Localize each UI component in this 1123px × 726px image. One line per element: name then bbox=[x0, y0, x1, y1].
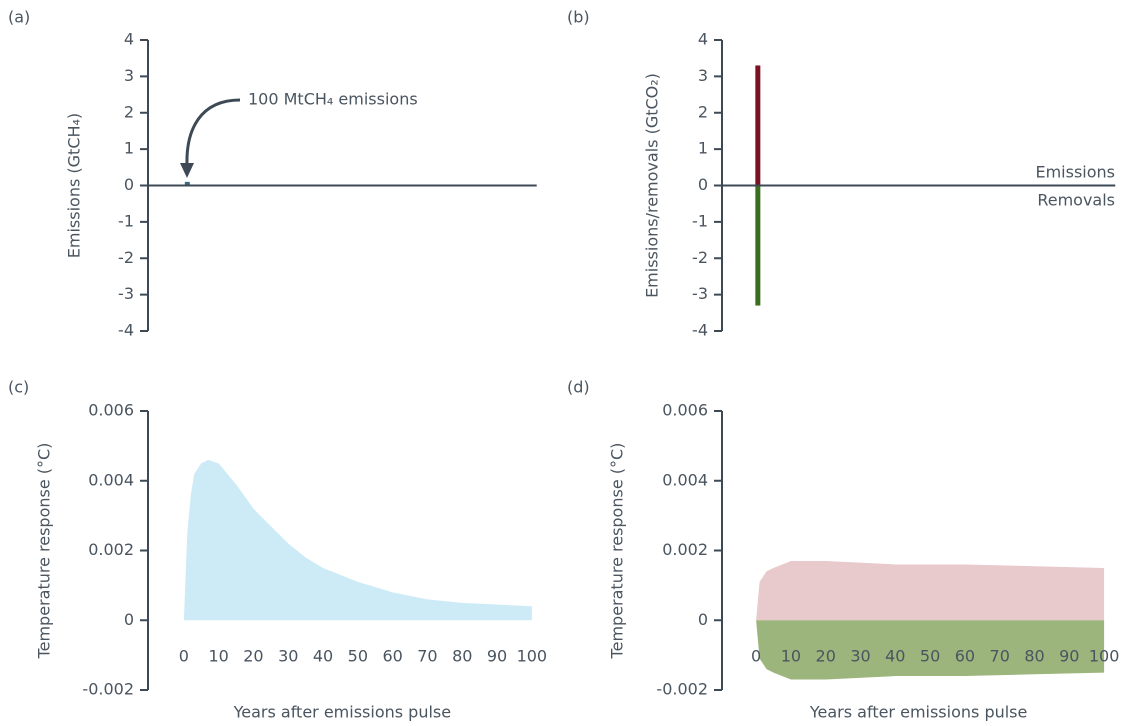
y-axis-label: Emissions (GtCH₄) bbox=[65, 113, 84, 258]
x-tick-label: 50 bbox=[920, 647, 940, 666]
x-tick-label: 80 bbox=[1024, 647, 1044, 666]
x-tick-label: 100 bbox=[517, 647, 548, 666]
area bbox=[756, 560, 1105, 621]
area bbox=[756, 620, 1105, 680]
x-tick-label: 90 bbox=[1059, 647, 1079, 666]
y-tick-label: -0.002 bbox=[82, 680, 134, 699]
x-tick-label: 30 bbox=[278, 647, 298, 666]
panel-label: (a) bbox=[8, 8, 30, 27]
annotation-arrow bbox=[185, 98, 241, 166]
x-tick-label: 50 bbox=[348, 647, 368, 666]
y-tick-label: -3 bbox=[118, 284, 134, 303]
x-axis-label: Years after emissions pulse bbox=[809, 703, 1028, 722]
x-tick-label: 70 bbox=[417, 647, 437, 666]
y-tick-label: 0.002 bbox=[662, 540, 708, 559]
y-tick-label: 4 bbox=[124, 30, 134, 49]
y-axis-label: Temperature response (°C) bbox=[608, 443, 627, 660]
x-tick-label: 40 bbox=[885, 647, 905, 666]
annotation: 100 MtCH₄ emissions bbox=[248, 90, 418, 109]
y-axis-label: Emissions/removals (GtCO₂) bbox=[643, 73, 662, 298]
x-tick-label: 80 bbox=[452, 647, 472, 666]
annotation: Removals bbox=[1037, 191, 1115, 210]
annotation: Emissions bbox=[1035, 163, 1115, 182]
y-tick-label: -4 bbox=[118, 321, 134, 340]
y-tick-label: 3 bbox=[698, 66, 708, 85]
y-tick-label: 0 bbox=[124, 610, 134, 629]
x-tick-label: 10 bbox=[208, 647, 228, 666]
y-tick-label: -1 bbox=[692, 211, 708, 230]
y-tick-label: -3 bbox=[692, 284, 708, 303]
x-tick-label: 20 bbox=[816, 647, 836, 666]
y-tick-label: -4 bbox=[692, 321, 708, 340]
x-tick-label: 100 bbox=[1089, 647, 1120, 666]
y-tick-label: 2 bbox=[698, 102, 708, 121]
x-tick-label: 60 bbox=[382, 647, 402, 666]
y-axis-label: Temperature response (°C) bbox=[35, 443, 54, 660]
panel-label: (c) bbox=[8, 378, 29, 397]
y-tick-label: 0.004 bbox=[662, 470, 708, 489]
x-tick-label: 0 bbox=[751, 647, 761, 666]
y-tick-label: -2 bbox=[692, 248, 708, 267]
x-tick-label: 90 bbox=[487, 647, 507, 666]
y-tick-label: -2 bbox=[118, 248, 134, 267]
y-tick-label: 0.006 bbox=[88, 401, 134, 420]
y-tick-label: 1 bbox=[124, 139, 134, 158]
x-tick-label: 70 bbox=[990, 647, 1010, 666]
bar bbox=[755, 185, 761, 306]
x-axis-label: Years after emissions pulse bbox=[233, 703, 452, 722]
y-tick-label: 0 bbox=[698, 175, 708, 194]
y-tick-label: 0 bbox=[698, 610, 708, 629]
panel-label: (d) bbox=[567, 378, 590, 397]
y-tick-label: -0.002 bbox=[656, 680, 708, 699]
y-tick-label: 4 bbox=[698, 30, 708, 49]
y-tick-label: 0.006 bbox=[662, 401, 708, 420]
bar bbox=[184, 181, 190, 186]
arrow-head bbox=[180, 163, 194, 178]
panel-label: (b) bbox=[567, 8, 590, 27]
x-tick-label: 60 bbox=[955, 647, 975, 666]
x-tick-label: 10 bbox=[781, 647, 801, 666]
y-tick-label: 0.004 bbox=[88, 470, 134, 489]
y-tick-label: 2 bbox=[124, 102, 134, 121]
y-tick-label: 1 bbox=[698, 139, 708, 158]
x-tick-label: 40 bbox=[313, 647, 333, 666]
y-tick-label: 3 bbox=[124, 66, 134, 85]
y-tick-label: 0.002 bbox=[88, 540, 134, 559]
x-tick-label: 30 bbox=[850, 647, 870, 666]
area bbox=[183, 459, 532, 621]
y-tick-label: -1 bbox=[118, 211, 134, 230]
bar bbox=[755, 65, 761, 186]
x-tick-label: 0 bbox=[179, 647, 189, 666]
y-tick-label: 0 bbox=[124, 175, 134, 194]
x-tick-label: 20 bbox=[243, 647, 263, 666]
